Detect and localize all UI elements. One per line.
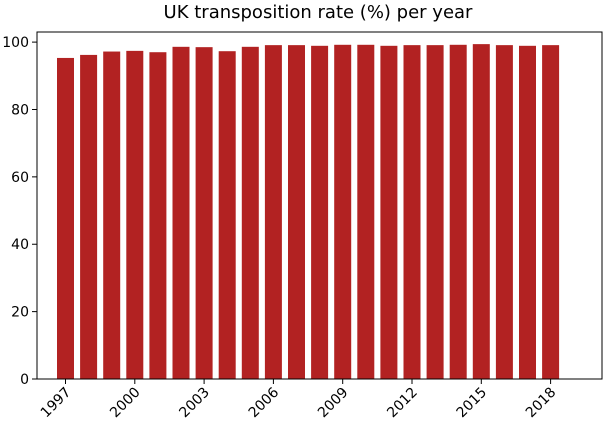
y-tick-label-60: 60 bbox=[11, 170, 29, 186]
y-axis: 0 20 40 60 80 100 bbox=[2, 35, 37, 388]
x-tick-label-2018: 2018 bbox=[523, 385, 560, 422]
bar-2001 bbox=[149, 52, 167, 380]
bar-2007 bbox=[288, 45, 305, 379]
x-tick-label-2015: 2015 bbox=[454, 385, 491, 422]
bars-group bbox=[57, 44, 560, 380]
bar-2012 bbox=[403, 45, 421, 379]
chart-title: UK transposition rate (%) per year bbox=[164, 2, 474, 23]
x-tick-label-2012: 2012 bbox=[384, 385, 421, 422]
bar-2014 bbox=[449, 44, 467, 380]
y-tick-label-80: 80 bbox=[11, 102, 29, 118]
bar-2013 bbox=[426, 45, 444, 379]
bar-2015 bbox=[472, 44, 490, 379]
bar-1999 bbox=[103, 51, 121, 379]
y-tick-label-40: 40 bbox=[11, 237, 29, 253]
bar-2018 bbox=[542, 45, 560, 379]
y-tick-label-20: 20 bbox=[11, 305, 29, 321]
bar-1997 bbox=[57, 57, 74, 379]
bar-2002 bbox=[172, 46, 190, 379]
bar-2003 bbox=[195, 47, 213, 379]
x-axis: 1997 2000 2003 2006 2009 2012 2015 2018 bbox=[38, 379, 560, 422]
bar-2017 bbox=[519, 45, 536, 380]
y-tick-label-0: 0 bbox=[20, 372, 29, 388]
x-tick-label-1997: 1997 bbox=[38, 385, 75, 422]
bar-1998 bbox=[80, 54, 98, 379]
bar-2009 bbox=[334, 44, 352, 380]
bar-2004 bbox=[218, 51, 236, 379]
bar-2008 bbox=[311, 45, 329, 380]
bar-2011 bbox=[380, 45, 398, 380]
bar-2000 bbox=[126, 50, 144, 380]
x-tick-label-2006: 2006 bbox=[246, 384, 283, 421]
bar-2016 bbox=[495, 45, 513, 379]
bar-2005 bbox=[241, 46, 259, 379]
x-tick-label-2009: 2009 bbox=[315, 385, 352, 422]
bar-2010 bbox=[357, 44, 375, 380]
x-tick-label-2000: 2000 bbox=[107, 385, 144, 422]
y-tick-label-100: 100 bbox=[2, 35, 29, 51]
x-tick-label-2003: 2003 bbox=[176, 385, 213, 422]
bar-2006 bbox=[264, 45, 282, 379]
plot-frame bbox=[36, 31, 603, 380]
